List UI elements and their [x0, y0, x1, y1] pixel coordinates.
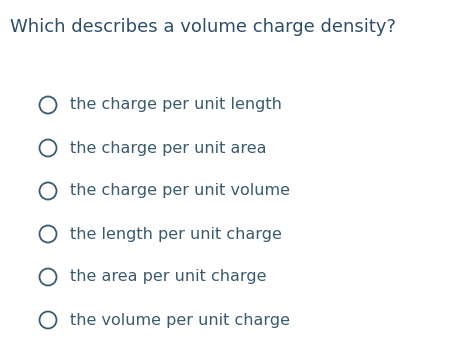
- Text: Which describes a volume charge density?: Which describes a volume charge density?: [10, 18, 396, 36]
- Text: the charge per unit length: the charge per unit length: [70, 97, 282, 112]
- Text: the volume per unit charge: the volume per unit charge: [70, 313, 290, 328]
- Text: the charge per unit volume: the charge per unit volume: [70, 184, 290, 198]
- Text: the length per unit charge: the length per unit charge: [70, 227, 282, 242]
- Text: the area per unit charge: the area per unit charge: [70, 270, 267, 285]
- Text: the charge per unit area: the charge per unit area: [70, 140, 267, 155]
